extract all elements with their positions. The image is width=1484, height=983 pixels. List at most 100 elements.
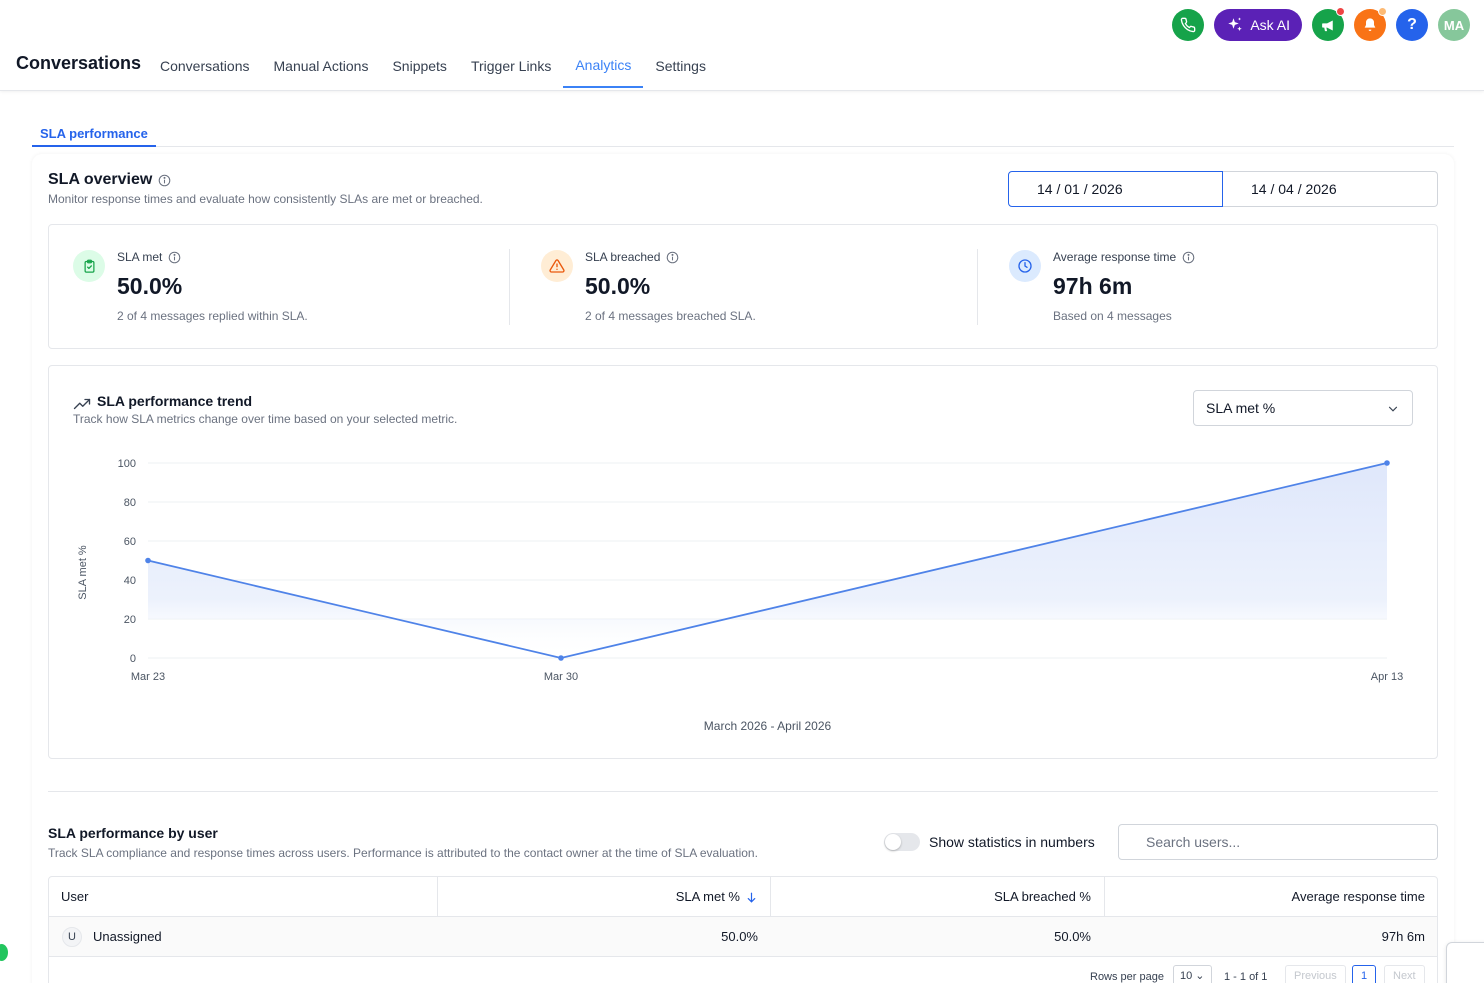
cell-avg-response: 97h 6m: [1381, 929, 1425, 944]
date-range-picker: 14 / 01 / 2026 14 / 04 / 2026: [1008, 171, 1438, 207]
previous-page-button[interactable]: Previous: [1285, 965, 1346, 983]
users-section-subtitle: Track SLA compliance and response times …: [48, 846, 758, 860]
nav-tab-conversations[interactable]: Conversations: [160, 58, 250, 74]
toggle-knob: [885, 834, 901, 850]
overview-title-text: SLA overview: [48, 171, 153, 188]
user-avatar-small: U: [62, 927, 82, 947]
x-tick-label: Apr 13: [1371, 671, 1403, 683]
x-tick-label: Mar 23: [131, 671, 165, 683]
kpi-label: SLA met: [117, 250, 181, 264]
megaphone-icon: [1321, 20, 1333, 31]
phone-button[interactable]: [1172, 9, 1205, 41]
clock-icon: [1018, 259, 1032, 273]
nav-tab-analytics-label: Analytics: [575, 57, 632, 73]
announcements-button[interactable]: [1312, 7, 1345, 41]
y-tick-label: 20: [124, 614, 136, 626]
page-number-button[interactable]: 1: [1352, 965, 1376, 983]
column-header-avg-response[interactable]: Average response time: [1291, 889, 1425, 904]
trend-title: SLA performance trend: [73, 392, 252, 410]
info-icon[interactable]: [168, 251, 181, 264]
arrow-down-icon: [747, 892, 756, 902]
users-section-title: SLA performance by user: [48, 825, 218, 841]
bell-icon: [1364, 18, 1376, 31]
pagination-range: 1 - 1 of 1: [1224, 971, 1268, 983]
pagination: Rows per page 10 ⌄ 1 - 1 of 1 Previous 1…: [49, 965, 1437, 983]
sparkle-icon: [1228, 17, 1243, 31]
chat-launcher-dot[interactable]: [0, 944, 8, 961]
date-from-input[interactable]: 14 / 01 / 2026: [1008, 171, 1223, 207]
kpi-icon-wrap: [1009, 250, 1041, 282]
table-header: User SLA met % SLA breached % Average re…: [49, 877, 1437, 917]
trending-up-icon: [73, 398, 91, 410]
kpi-label-text: Average response time: [1053, 250, 1177, 264]
subtab-sla-performance[interactable]: SLA performance: [32, 122, 156, 147]
notification-dot: [1336, 7, 1345, 16]
users-table: User SLA met % SLA breached % Average re…: [48, 876, 1438, 983]
x-axis-label: March 2026 - April 2026: [704, 719, 832, 733]
next-page-button[interactable]: Next: [1384, 965, 1425, 983]
kpi-label: SLA breached: [585, 250, 679, 264]
chevron-down-icon: [1388, 406, 1398, 412]
series-area: [148, 463, 1387, 658]
cell-sla-met: 50.0%: [721, 929, 758, 944]
column-header-label: SLA met %: [675, 889, 740, 904]
x-tick-label: Mar 30: [544, 671, 578, 683]
kpi-card: SLA met 50.0% 2 of 4 messages replied wi…: [48, 224, 1438, 349]
nav-tab-settings[interactable]: Settings: [655, 58, 706, 74]
column-header-sla-breached[interactable]: SLA breached %: [994, 889, 1091, 904]
rows-per-page-select[interactable]: 10 ⌄: [1173, 965, 1212, 983]
trend-card: SLA performance trend Track how SLA metr…: [48, 365, 1438, 759]
column-header-user[interactable]: User: [61, 889, 89, 904]
column-header-sla-met[interactable]: SLA met %: [438, 877, 758, 917]
nav-tab-manual-actions[interactable]: Manual Actions: [273, 58, 369, 74]
ask-ai-button[interactable]: Ask AI: [1214, 9, 1302, 41]
nav-tab-snippets[interactable]: Snippets: [392, 58, 447, 74]
kpi-sla-met: SLA met 50.0% 2 of 4 messages replied wi…: [49, 225, 509, 350]
kpi-sla-breached: SLA breached 50.0% 2 of 4 messages breac…: [517, 225, 977, 350]
kpi-label-text: SLA breached: [585, 250, 661, 264]
nav-tab-trigger-links[interactable]: Trigger Links: [470, 58, 552, 74]
y-tick-label: 60: [124, 536, 136, 548]
rows-per-page-value: 10: [1180, 970, 1193, 982]
kpi-divider: [977, 249, 978, 325]
avatar-initials: MA: [1443, 17, 1465, 33]
kpi-value: 97h 6m: [1053, 273, 1133, 299]
user-name: Unassigned: [93, 929, 162, 944]
info-icon[interactable]: [158, 174, 171, 187]
search-users-input[interactable]: [1118, 824, 1438, 860]
nav-tab-analytics[interactable]: Analytics: [563, 44, 644, 88]
warning-triangle-icon: [549, 259, 565, 273]
help-button[interactable]: ?: [1396, 9, 1428, 41]
info-icon[interactable]: [1182, 251, 1195, 264]
info-icon[interactable]: [666, 251, 679, 264]
kpi-description: 2 of 4 messages replied within SLA.: [117, 309, 308, 323]
sla-trend-chart: 0 20 40 60 80 100 Mar 23 Mar 30 Apr 13 SLA met % M…: [77, 458, 1403, 733]
kpi-description: Based on 4 messages: [1053, 309, 1172, 323]
table-row[interactable]: U Unassigned 50.0% 50.0% 97h 6m: [49, 917, 1437, 957]
y-tick-label: 40: [124, 575, 136, 587]
section-divider: [48, 791, 1438, 792]
kpi-description: 2 of 4 messages breached SLA.: [585, 309, 756, 323]
notifications-button[interactable]: [1354, 7, 1387, 41]
kpi-divider: [509, 249, 510, 325]
metric-select[interactable]: SLA met %: [1193, 390, 1413, 426]
metric-select-value: SLA met %: [1206, 400, 1276, 416]
kpi-value: 50.0%: [585, 273, 651, 299]
user-avatar[interactable]: MA: [1438, 9, 1470, 41]
kpi-value: 50.0%: [117, 273, 183, 299]
floating-widget[interactable]: [1446, 942, 1484, 983]
main-nav: Conversations Manual Actions Snippets Tr…: [148, 44, 718, 88]
rows-per-page-label: Rows per page: [1090, 971, 1164, 983]
overview-subtitle: Monitor response times and evaluate how …: [48, 192, 483, 206]
kpi-label: Average response time: [1053, 250, 1195, 264]
y-tick-label: 80: [124, 497, 136, 509]
phone-icon: [1181, 17, 1196, 33]
notification-dot: [1378, 7, 1387, 16]
overview-title: SLA overview: [48, 171, 171, 189]
show-numbers-toggle[interactable]: [884, 833, 920, 851]
date-to-input[interactable]: 14 / 04 / 2026: [1223, 171, 1438, 207]
data-point: [558, 655, 564, 661]
y-axis-label: SLA met %: [77, 545, 89, 600]
top-actions: Ask AI ? MA: [1172, 7, 1470, 41]
help-icon: ?: [1407, 16, 1417, 33]
